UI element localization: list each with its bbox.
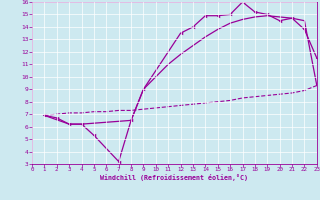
X-axis label: Windchill (Refroidissement éolien,°C): Windchill (Refroidissement éolien,°C) (100, 174, 248, 181)
